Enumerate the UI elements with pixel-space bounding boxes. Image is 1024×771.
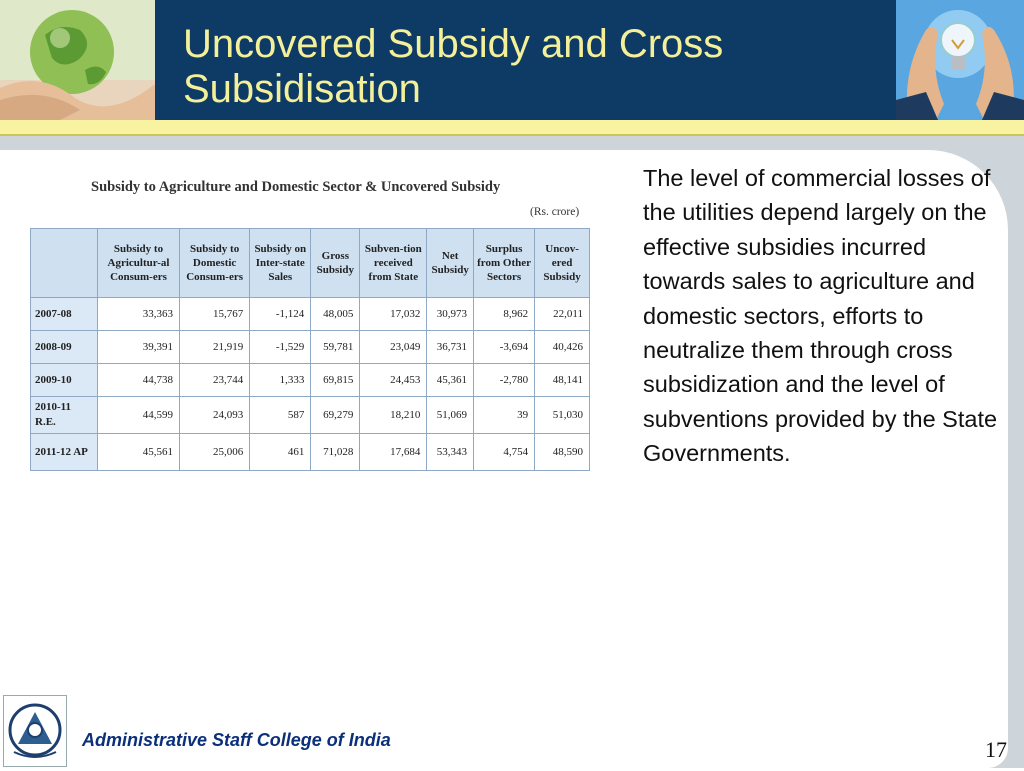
- table-title: Subsidy to Agriculture and Domestic Sect…: [91, 179, 501, 195]
- table-cell: 44,738: [97, 363, 180, 397]
- table-header-cell: Subsidy to Agricultur-al Consum-ers: [97, 228, 180, 298]
- table-row-year: 2008-09: [30, 330, 98, 364]
- subsidy-table: Subsidy to Agricultur-al Consum-ers Subs…: [30, 228, 590, 471]
- table-cell: 15,767: [178, 297, 251, 331]
- table-cell: 48,590: [534, 433, 590, 471]
- table-row-year: 2011-12 AP: [30, 433, 98, 471]
- college-logo: [3, 695, 67, 767]
- body-paragraph: The level of commercial losses of the ut…: [643, 165, 998, 467]
- table-cell: 23,049: [359, 330, 428, 364]
- table-cell: 22,011: [534, 297, 590, 331]
- table-cell: 1,333: [249, 363, 312, 397]
- table-header-cell: Subsidy on Inter-state Sales: [249, 228, 312, 298]
- table-cell: 69,279: [310, 396, 361, 434]
- table-cell: 4,754: [473, 433, 536, 471]
- table-header-cell: Uncov-ered Subsidy: [534, 228, 590, 298]
- table-cell: -1,529: [249, 330, 312, 364]
- table-cell: 59,781: [310, 330, 361, 364]
- table-cell: 39,391: [97, 330, 180, 364]
- table-cell: 45,361: [426, 363, 475, 397]
- table-header-cell: Subsidy to Domestic Consum-ers: [178, 228, 251, 298]
- slide-title: Uncovered Subsidy and Cross Subsidisatio…: [183, 22, 724, 111]
- footer-institution: Administrative Staff College of India: [82, 730, 391, 750]
- table-cell: 461: [249, 433, 312, 471]
- table-cell: 21,919: [178, 330, 251, 364]
- table-cell: 17,684: [359, 433, 428, 471]
- table-cell: 23,744: [178, 363, 251, 397]
- table-cell: 24,453: [359, 363, 428, 397]
- table-cell: 24,093: [178, 396, 251, 434]
- header-accent-line: [0, 134, 1024, 136]
- table-cell: -1,124: [249, 297, 312, 331]
- table-cell: 53,343: [426, 433, 475, 471]
- table-header-cell: Net Subsidy: [426, 228, 475, 298]
- table-cell: 8,962: [473, 297, 536, 331]
- light-bulb-icon: [896, 0, 1024, 120]
- table-cell: 33,363: [97, 297, 180, 331]
- hands-light-bulb-image: [896, 0, 1024, 120]
- table-cell: 25,006: [178, 433, 251, 471]
- header-accent-bar: [0, 120, 1024, 134]
- table-header-corner: [30, 228, 98, 298]
- table-cell: 36,731: [426, 330, 475, 364]
- table-header-cell: Gross Subsidy: [310, 228, 361, 298]
- table-cell: 30,973: [426, 297, 475, 331]
- table-unit: (Rs. crore): [530, 206, 580, 218]
- table-header-row: Subsidy to Agricultur-al Consum-ers Subs…: [30, 228, 590, 298]
- table-cell: 51,030: [534, 396, 590, 434]
- table-cell: 51,069: [426, 396, 475, 434]
- page-number: 17: [985, 737, 1007, 762]
- table-cell: 40,426: [534, 330, 590, 364]
- table-cell: 45,561: [97, 433, 180, 471]
- table-row-year: 2007-08: [30, 297, 98, 331]
- table-cell: -2,780: [473, 363, 536, 397]
- table-row: 2009-10 44,738 23,744 1,333 69,815 24,45…: [30, 363, 590, 397]
- table-row-year: 2010-11 R.E.: [30, 396, 98, 434]
- table-row: 2010-11 R.E. 44,599 24,093 587 69,279 18…: [30, 396, 590, 434]
- table-header-cell: Subven-tion received from State: [359, 228, 428, 298]
- globe-in-hands-icon: [0, 0, 155, 120]
- table-cell: -3,694: [473, 330, 536, 364]
- table-cell: 69,815: [310, 363, 361, 397]
- emblem-icon: [4, 696, 66, 766]
- table-cell: 44,599: [97, 396, 180, 434]
- table-cell: 39: [473, 396, 536, 434]
- table-cell: 18,210: [359, 396, 428, 434]
- table-cell: 587: [249, 396, 312, 434]
- slide-header: Uncovered Subsidy and Cross Subsidisatio…: [0, 0, 1024, 120]
- table-cell: 48,141: [534, 363, 590, 397]
- globe-in-hands-image: [0, 0, 155, 120]
- table-row-year: 2009-10: [30, 363, 98, 397]
- table-cell: 17,032: [359, 297, 428, 331]
- table-row: 2011-12 AP 45,561 25,006 461 71,028 17,6…: [30, 433, 590, 471]
- table-row: 2008-09 39,391 21,919 -1,529 59,781 23,0…: [30, 330, 590, 364]
- table-cell: 48,005: [310, 297, 361, 331]
- table-cell: 71,028: [310, 433, 361, 471]
- table-row: 2007-08 33,363 15,767 -1,124 48,005 17,0…: [30, 297, 590, 331]
- table-header-cell: Surplus from Other Sectors: [473, 228, 536, 298]
